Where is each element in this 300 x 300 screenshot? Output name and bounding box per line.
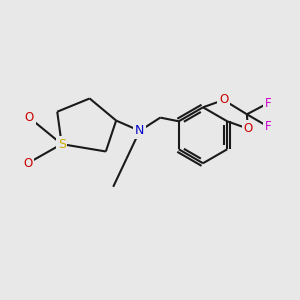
Text: O: O [219, 93, 228, 106]
Text: F: F [265, 97, 272, 110]
Text: O: O [23, 157, 32, 170]
Text: F: F [265, 120, 272, 133]
Text: O: O [243, 122, 253, 135]
Text: N: N [135, 124, 144, 137]
Text: S: S [58, 138, 66, 151]
Text: O: O [25, 111, 34, 124]
